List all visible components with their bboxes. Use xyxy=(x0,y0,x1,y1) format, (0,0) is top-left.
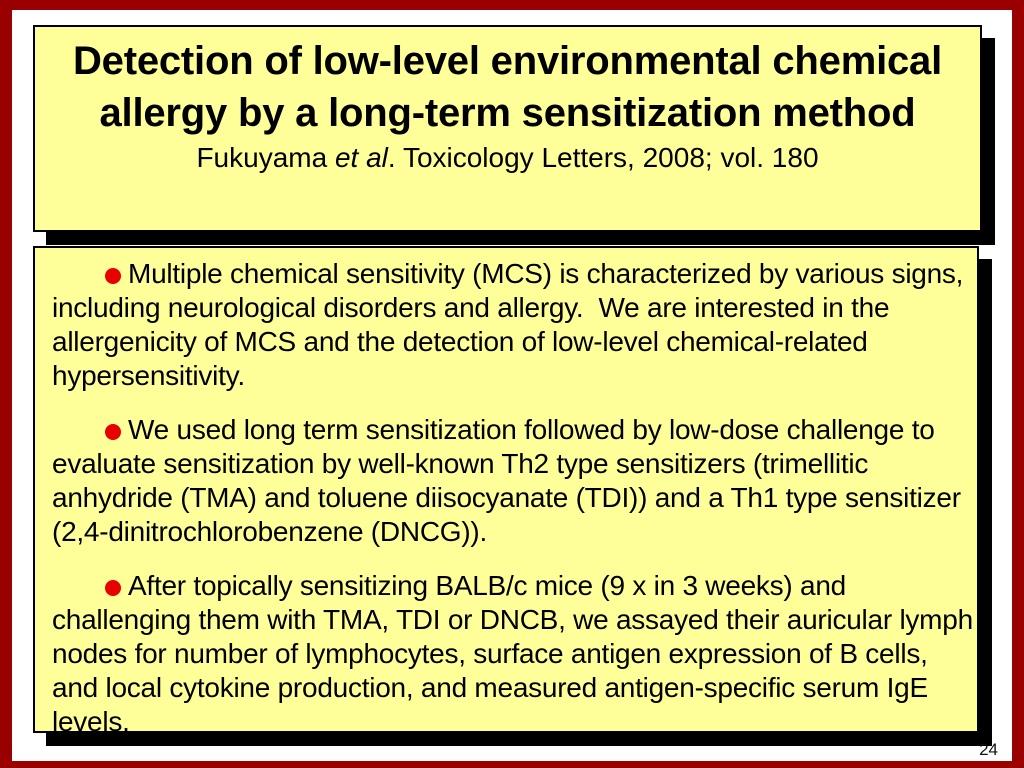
red-bullet-icon xyxy=(105,268,121,284)
bullet-paragraph-1: Multiple chemical sensitivity (MCS) is c… xyxy=(52,257,975,393)
page-number: 24 xyxy=(979,740,998,759)
bullet-text-1: Multiple chemical sensitivity (MCS) is c… xyxy=(52,258,971,391)
citation-journal: . Toxicology Letters, 2008; vol. 180 xyxy=(387,142,819,173)
slide-frame-right xyxy=(1012,0,1024,768)
slide-frame-bottom xyxy=(0,761,1024,768)
red-bullet-icon xyxy=(105,580,121,596)
abstract-box: Multiple chemical sensitivity (MCS) is c… xyxy=(33,246,979,737)
slide-title: Detection of low-level environmental che… xyxy=(72,39,942,135)
title-box: Detection of low-level environmental che… xyxy=(33,25,982,232)
slide-frame-top xyxy=(0,0,1024,10)
bullet-paragraph-3: After topically sensitizing BALB/c mice … xyxy=(52,569,975,739)
bullet-paragraph-2: We used long term sensitization followed… xyxy=(52,413,975,549)
bullet-text-3: After topically sensitizing BALB/c mice … xyxy=(52,570,981,737)
citation-line: Fukuyama et al. Toxicology Letters, 2008… xyxy=(35,140,980,176)
citation-author: Fukuyama xyxy=(196,142,335,173)
citation-et-al: et al xyxy=(334,142,388,173)
slide-frame-left xyxy=(0,0,12,768)
bullet-text-2: We used long term sensitization followed… xyxy=(52,414,969,547)
red-bullet-icon xyxy=(105,424,121,440)
